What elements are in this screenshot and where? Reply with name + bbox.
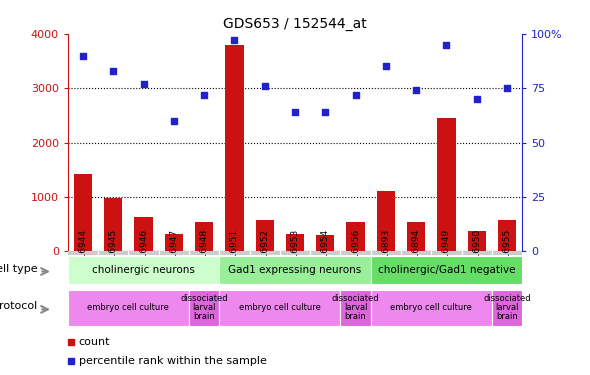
- Point: [109, 68, 118, 74]
- Text: count: count: [78, 338, 110, 347]
- Point: [320, 109, 330, 115]
- Text: GSM16944: GSM16944: [78, 229, 87, 278]
- Bar: [371, 290, 492, 326]
- Text: GSM16955: GSM16955: [503, 228, 512, 278]
- Bar: [286, 234, 304, 251]
- Bar: [68, 290, 189, 326]
- Text: dissociated
larval
brain: dissociated larval brain: [483, 294, 531, 321]
- Point: [260, 83, 270, 89]
- Point: [78, 53, 88, 58]
- Point: [230, 37, 239, 43]
- Title: GDS653 / 152544_at: GDS653 / 152544_at: [223, 17, 367, 32]
- Text: embryo cell culture: embryo cell culture: [391, 303, 472, 312]
- Bar: [468, 231, 486, 251]
- Text: GSM16947: GSM16947: [169, 228, 178, 278]
- Text: GSM16945: GSM16945: [109, 228, 118, 278]
- Bar: [219, 290, 340, 326]
- Text: GSM16950: GSM16950: [472, 228, 481, 278]
- Point: [290, 109, 300, 115]
- Bar: [195, 222, 213, 251]
- Bar: [437, 118, 455, 251]
- Bar: [219, 256, 371, 284]
- Text: dissociated
larval
brain: dissociated larval brain: [181, 294, 228, 321]
- Text: GSM16948: GSM16948: [199, 228, 209, 278]
- Bar: [225, 45, 244, 251]
- Point: [199, 92, 209, 98]
- Text: percentile rank within the sample: percentile rank within the sample: [78, 356, 267, 366]
- Bar: [340, 290, 371, 326]
- Bar: [165, 234, 183, 251]
- Text: cell type: cell type: [0, 264, 37, 273]
- Point: [169, 118, 179, 124]
- Point: [472, 96, 481, 102]
- Bar: [498, 220, 516, 251]
- Text: cholinergic neurons: cholinergic neurons: [92, 265, 195, 275]
- Bar: [68, 256, 219, 284]
- Bar: [74, 174, 92, 251]
- Text: protocol: protocol: [0, 301, 37, 310]
- Text: GSM16956: GSM16956: [351, 228, 360, 278]
- Text: dissociated
larval
brain: dissociated larval brain: [332, 294, 379, 321]
- Text: GSM16949: GSM16949: [442, 228, 451, 278]
- Text: GSM16952: GSM16952: [260, 228, 269, 278]
- Point: [502, 85, 512, 91]
- Point: [139, 81, 148, 87]
- Bar: [316, 236, 335, 251]
- Bar: [135, 217, 153, 251]
- Bar: [492, 290, 522, 326]
- Text: GSM16893: GSM16893: [381, 228, 391, 278]
- Text: GSM16951: GSM16951: [230, 228, 239, 278]
- Bar: [189, 290, 219, 326]
- Bar: [346, 222, 365, 251]
- Bar: [407, 222, 425, 251]
- Bar: [371, 256, 522, 284]
- Text: GSM16954: GSM16954: [321, 228, 330, 278]
- Text: GSM16946: GSM16946: [139, 228, 148, 278]
- Point: [381, 63, 391, 69]
- Point: [411, 87, 421, 93]
- Text: embryo cell culture: embryo cell culture: [87, 303, 169, 312]
- Point: [442, 42, 451, 48]
- Text: GSM16953: GSM16953: [290, 228, 300, 278]
- Bar: [104, 198, 122, 251]
- Text: embryo cell culture: embryo cell culture: [239, 303, 321, 312]
- Text: cholinergic/Gad1 negative: cholinergic/Gad1 negative: [378, 265, 515, 275]
- Point: [351, 92, 360, 98]
- Text: Gad1 expressing neurons: Gad1 expressing neurons: [228, 265, 362, 275]
- Text: GSM16894: GSM16894: [412, 228, 421, 278]
- Bar: [255, 220, 274, 251]
- Bar: [377, 191, 395, 251]
